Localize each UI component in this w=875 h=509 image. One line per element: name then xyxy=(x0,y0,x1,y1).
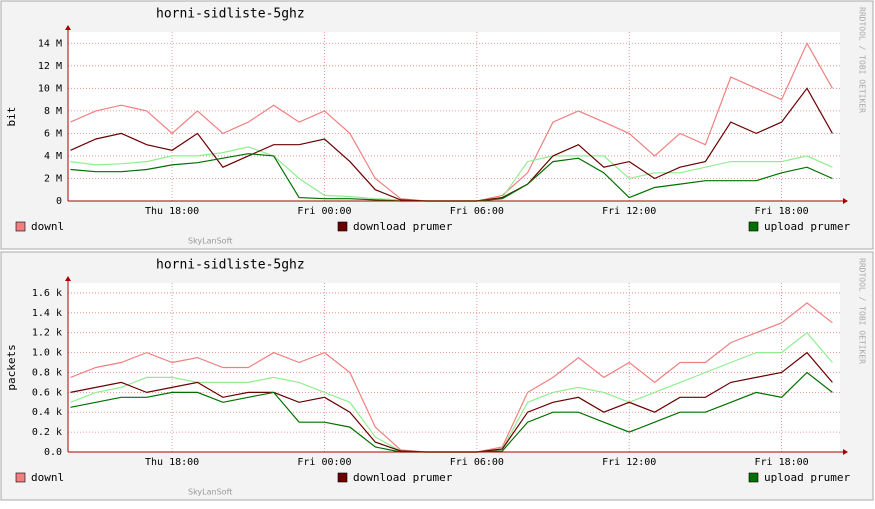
y-tick-label: 6 M xyxy=(44,128,62,139)
y-tick-label: 0.4 k xyxy=(32,407,62,418)
x-tick-label: Fri 12:00 xyxy=(602,206,656,217)
legend-label: downl xyxy=(31,471,64,484)
legend-swatch xyxy=(15,472,26,483)
legend-label: downl xyxy=(31,220,64,233)
watermark: SkyLanSoft xyxy=(188,488,232,497)
legend-swatch xyxy=(337,472,348,483)
graph-title: horni-sidliste-5ghz xyxy=(156,258,305,273)
x-axis-arrow xyxy=(843,198,848,204)
y-tick-label: 10 M xyxy=(38,83,62,94)
plot-area xyxy=(68,32,840,201)
plot-area xyxy=(68,283,840,452)
y-tick-label: 1.6 k xyxy=(32,288,62,299)
legend-swatch xyxy=(748,221,759,232)
y-tick-label: 4 M xyxy=(44,151,62,162)
legend-swatch xyxy=(748,472,759,483)
x-axis-arrow xyxy=(843,449,848,455)
x-tick-label: Fri 06:00 xyxy=(450,457,504,468)
y-tick-label: 1.2 k xyxy=(32,328,62,339)
graph-title: horni-sidliste-5ghz xyxy=(156,7,305,22)
y-tick-label: 0.2 k xyxy=(32,427,62,438)
x-tick-label: Thu 18:00 xyxy=(145,206,199,217)
y-tick-label: 0.6 k xyxy=(32,387,62,398)
side-credit: RRDTOOL / TOBI OETIKER xyxy=(858,7,867,113)
y-tick-label: 0 xyxy=(56,196,62,207)
y-axis-label: packets xyxy=(5,344,18,390)
y-axis-label: bit xyxy=(5,107,18,127)
x-tick-label: Fri 12:00 xyxy=(602,457,656,468)
legend-label: download prumer xyxy=(353,220,453,233)
y-tick-label: 12 M xyxy=(38,61,62,72)
y-tick-label: 14 M xyxy=(38,38,62,49)
y-tick-label: 2 M xyxy=(44,173,62,184)
x-tick-label: Fri 00:00 xyxy=(297,457,351,468)
watermark: SkyLanSoft xyxy=(188,237,232,246)
legend-label: upload prumer xyxy=(764,471,850,484)
x-tick-label: Fri 06:00 xyxy=(450,206,504,217)
y-axis-arrow xyxy=(65,25,71,30)
legend-label: upload prumer xyxy=(764,220,850,233)
legend-swatch xyxy=(15,221,26,232)
x-tick-label: Fri 18:00 xyxy=(754,206,808,217)
y-tick-label: 1.0 k xyxy=(32,348,62,359)
x-tick-label: Fri 18:00 xyxy=(754,457,808,468)
y-axis-arrow xyxy=(65,276,71,281)
y-tick-label: 8 M xyxy=(44,106,62,117)
x-tick-label: Thu 18:00 xyxy=(145,457,199,468)
graph-panel: horni-sidliste-5ghz bit RRDTOOL / TOBI OET… xyxy=(0,0,874,250)
y-tick-label: 0.0 xyxy=(44,447,62,458)
x-tick-label: Fri 00:00 xyxy=(297,206,351,217)
y-tick-label: 1.4 k xyxy=(32,308,62,319)
graph-panel: horni-sidliste-5ghz packets RRDTOOL / TOBI… xyxy=(0,251,874,501)
side-credit: RRDTOOL / TOBI OETIKER xyxy=(858,258,867,364)
legend-swatch xyxy=(337,221,348,232)
y-tick-label: 0.8 k xyxy=(32,367,62,378)
legend-label: download prumer xyxy=(353,471,453,484)
